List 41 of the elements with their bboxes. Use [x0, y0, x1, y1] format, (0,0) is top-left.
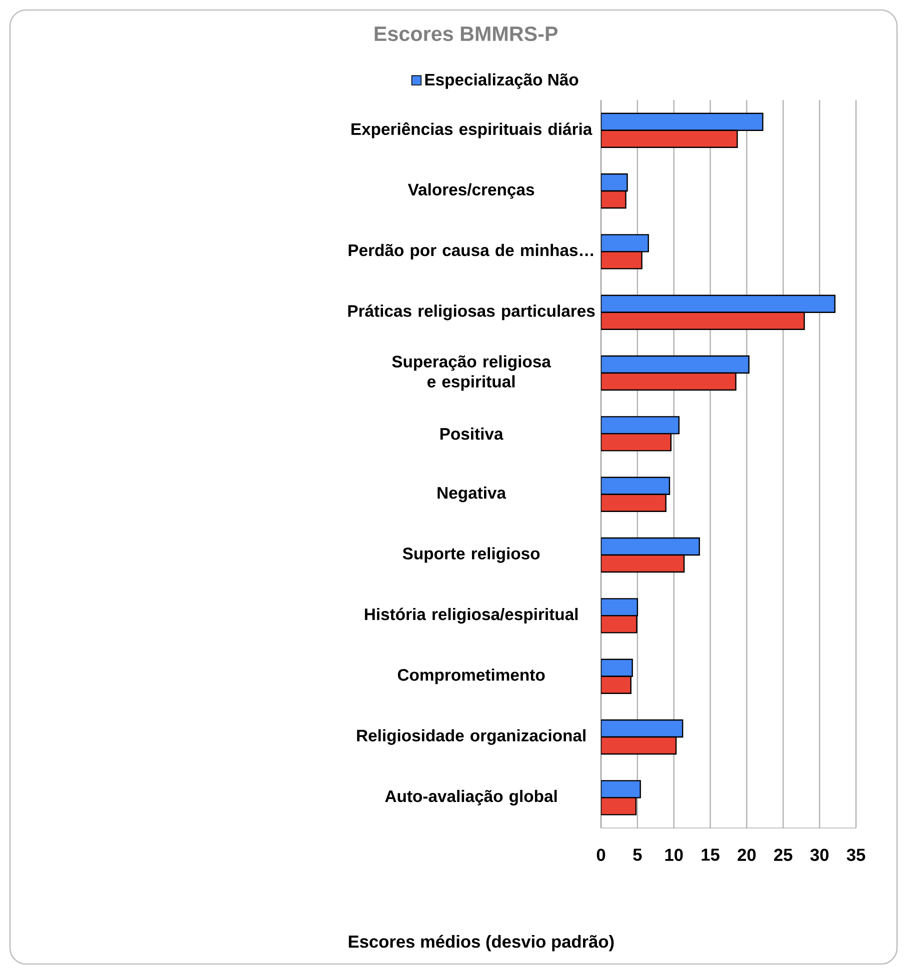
bar: [601, 537, 700, 556]
y-tick-label: Valores/crenças: [408, 183, 534, 199]
y-tick-label: Suporte religioso: [402, 547, 540, 563]
bar: [601, 312, 805, 330]
x-axis-title: Escores médios (desvio padrão): [348, 934, 614, 952]
x-tick-label: 5: [633, 848, 642, 861]
x-tick-label: 35: [846, 848, 866, 862]
y-tick-label: Perdão por causa de minhas…: [348, 244, 594, 260]
bar: [601, 234, 649, 252]
x-tick-label: 10: [665, 848, 683, 861]
y-tick-label: Práticas religiosas particulares: [348, 304, 595, 320]
y-tick-label: Superação religiosa e espiritual: [392, 355, 552, 391]
bar: [601, 355, 750, 374]
y-tick-label: Experiências espirituais diária: [352, 122, 592, 138]
bar: [601, 736, 677, 755]
bar: [601, 494, 666, 512]
x-tick-label: 15: [702, 848, 720, 861]
bar: [601, 433, 672, 452]
bar: [601, 130, 738, 148]
bar: [601, 658, 633, 677]
bar: [601, 416, 680, 434]
x-tick-label: 30: [810, 848, 828, 862]
bar: [601, 719, 684, 738]
y-tick-label: Religiosidade organizacional: [357, 729, 586, 745]
x-tick-label: 20: [738, 848, 756, 861]
x-tick-label: 0: [596, 848, 606, 861]
bar: [601, 676, 632, 694]
y-tick-label: Positiva: [440, 428, 504, 440]
bar: [601, 476, 670, 495]
y-tick-label: História religiosa/espiritual: [364, 608, 578, 624]
bar: [601, 372, 736, 391]
x-tick-label: 25: [774, 848, 792, 861]
bar: [601, 173, 628, 192]
y-tick-label: Negativa: [438, 486, 506, 502]
bar: [601, 112, 764, 131]
bar: [601, 554, 685, 573]
bar: [601, 294, 836, 313]
y-tick-label: Auto-avaliação global: [385, 790, 557, 806]
y-tick-label: Comprometimento: [398, 668, 545, 684]
legend-label: Especialização Não: [425, 73, 578, 89]
chart-title: Escores BMMRS-P: [374, 26, 558, 42]
